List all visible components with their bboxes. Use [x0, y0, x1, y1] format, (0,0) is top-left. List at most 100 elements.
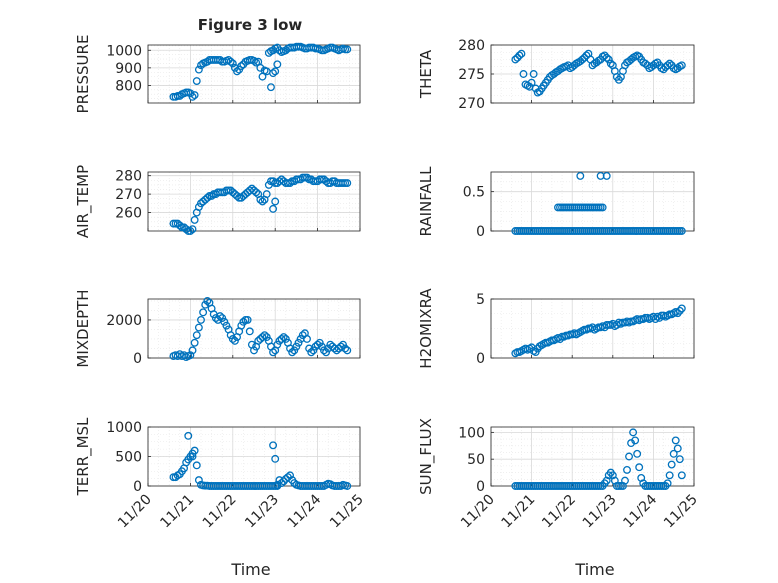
data-point [290, 346, 299, 355]
y-tick-label: 0 [476, 479, 485, 495]
data-point [250, 56, 258, 65]
data-point [513, 53, 522, 62]
data-point [188, 225, 197, 234]
data-point [184, 431, 193, 440]
data-point [288, 348, 297, 357]
data-point [665, 471, 674, 480]
data-point [271, 454, 280, 463]
data-point [582, 51, 591, 60]
y-tick-label: 2000 [106, 313, 142, 329]
y-tick-label: 900 [115, 61, 142, 77]
data-point [243, 315, 252, 324]
mixdepth-panel: 0 2000 MIXDEPTH [74, 289, 361, 368]
y-tick-label: 270 [115, 187, 142, 203]
y-tick-label: 1000 [106, 420, 142, 436]
y-tick-label: 0.5 [463, 185, 485, 201]
data-point [633, 449, 642, 458]
y-tick-label: 260 [115, 206, 142, 222]
data-point [671, 436, 680, 445]
y-tick-label: 50 [467, 452, 485, 468]
terr-msl-axes-box [147, 426, 361, 487]
data-point [194, 323, 203, 332]
data-point [269, 204, 278, 213]
data-point [519, 70, 528, 78]
data-point [262, 333, 271, 342]
data-point [203, 296, 212, 305]
theta-axes-box [490, 44, 695, 104]
data-point [199, 308, 208, 317]
data-point [175, 350, 184, 359]
data-point [237, 62, 246, 71]
data-point [186, 227, 195, 235]
data-point [651, 315, 660, 324]
data-point [269, 69, 278, 78]
y-tick-label: 5 [476, 292, 485, 308]
data-point [228, 335, 237, 343]
data-point [271, 67, 280, 76]
data-point [271, 197, 280, 206]
data-point [602, 171, 611, 180]
data-point [341, 344, 350, 353]
data-point [256, 195, 265, 204]
data-point [197, 315, 205, 324]
rainfall-panel: 0 0.5 RAINFALL [417, 166, 695, 240]
data-point [606, 59, 615, 68]
sun-flux-axes-box [490, 426, 695, 487]
data-point [245, 327, 254, 336]
pressure-y-axis-label: PRESSURE [74, 35, 92, 114]
y-tick-label: 800 [115, 78, 142, 94]
data-point [194, 476, 203, 485]
data-point [220, 317, 229, 326]
y-tick-label: 280 [458, 38, 485, 54]
h2omixra-panel: 0 5 H2OMIXRA [417, 288, 695, 369]
data-point [511, 55, 520, 64]
data-point [258, 333, 267, 342]
data-point [188, 346, 197, 355]
data-point [188, 449, 197, 458]
data-point [675, 306, 684, 315]
data-point [621, 476, 629, 485]
data-point [286, 471, 294, 480]
data-point [576, 171, 585, 180]
data-point [258, 197, 267, 206]
air-temp-panel: 260 270 280 AIR_TEMP [74, 165, 361, 238]
y-tick-label: 500 [115, 450, 142, 466]
rainfall-y-axis-label: RAINFALL [417, 166, 435, 237]
h2omixra-axes-box [490, 298, 695, 359]
data-point [303, 173, 311, 182]
data-point [625, 452, 633, 461]
data-point [631, 436, 640, 445]
data-point [313, 340, 322, 349]
rainfall-axes-box [490, 171, 695, 232]
data-point [186, 351, 195, 360]
data-point [175, 221, 184, 230]
data-point [677, 227, 686, 235]
y-tick-label: 280 [115, 169, 142, 185]
data-point [237, 321, 246, 330]
y-tick-label: 0 [476, 351, 485, 367]
data-point [294, 338, 303, 347]
data-point [201, 300, 210, 309]
data-point [517, 49, 526, 58]
y-tick-label: 275 [458, 67, 485, 83]
data-point [292, 342, 301, 351]
data-point [269, 348, 278, 357]
data-point [578, 55, 587, 64]
data-point [190, 215, 199, 224]
data-point [307, 348, 316, 357]
data-point [343, 179, 352, 188]
theta-panel: 270 275 280 THETA [417, 38, 695, 112]
data-point [218, 314, 227, 322]
data-point [677, 61, 686, 70]
x-axis-label-right: Time [574, 560, 614, 579]
mixdepth-y-axis-label: MIXDEPTH [74, 289, 92, 367]
data-point [529, 70, 538, 78]
x-axis-label-left: Time [230, 560, 270, 579]
data-point [192, 331, 201, 340]
sun-flux-plot-area [491, 427, 694, 486]
data-point [277, 335, 286, 343]
terr-msl-y-axis-label: TERR_MSL [74, 417, 93, 496]
data-point [226, 57, 235, 66]
